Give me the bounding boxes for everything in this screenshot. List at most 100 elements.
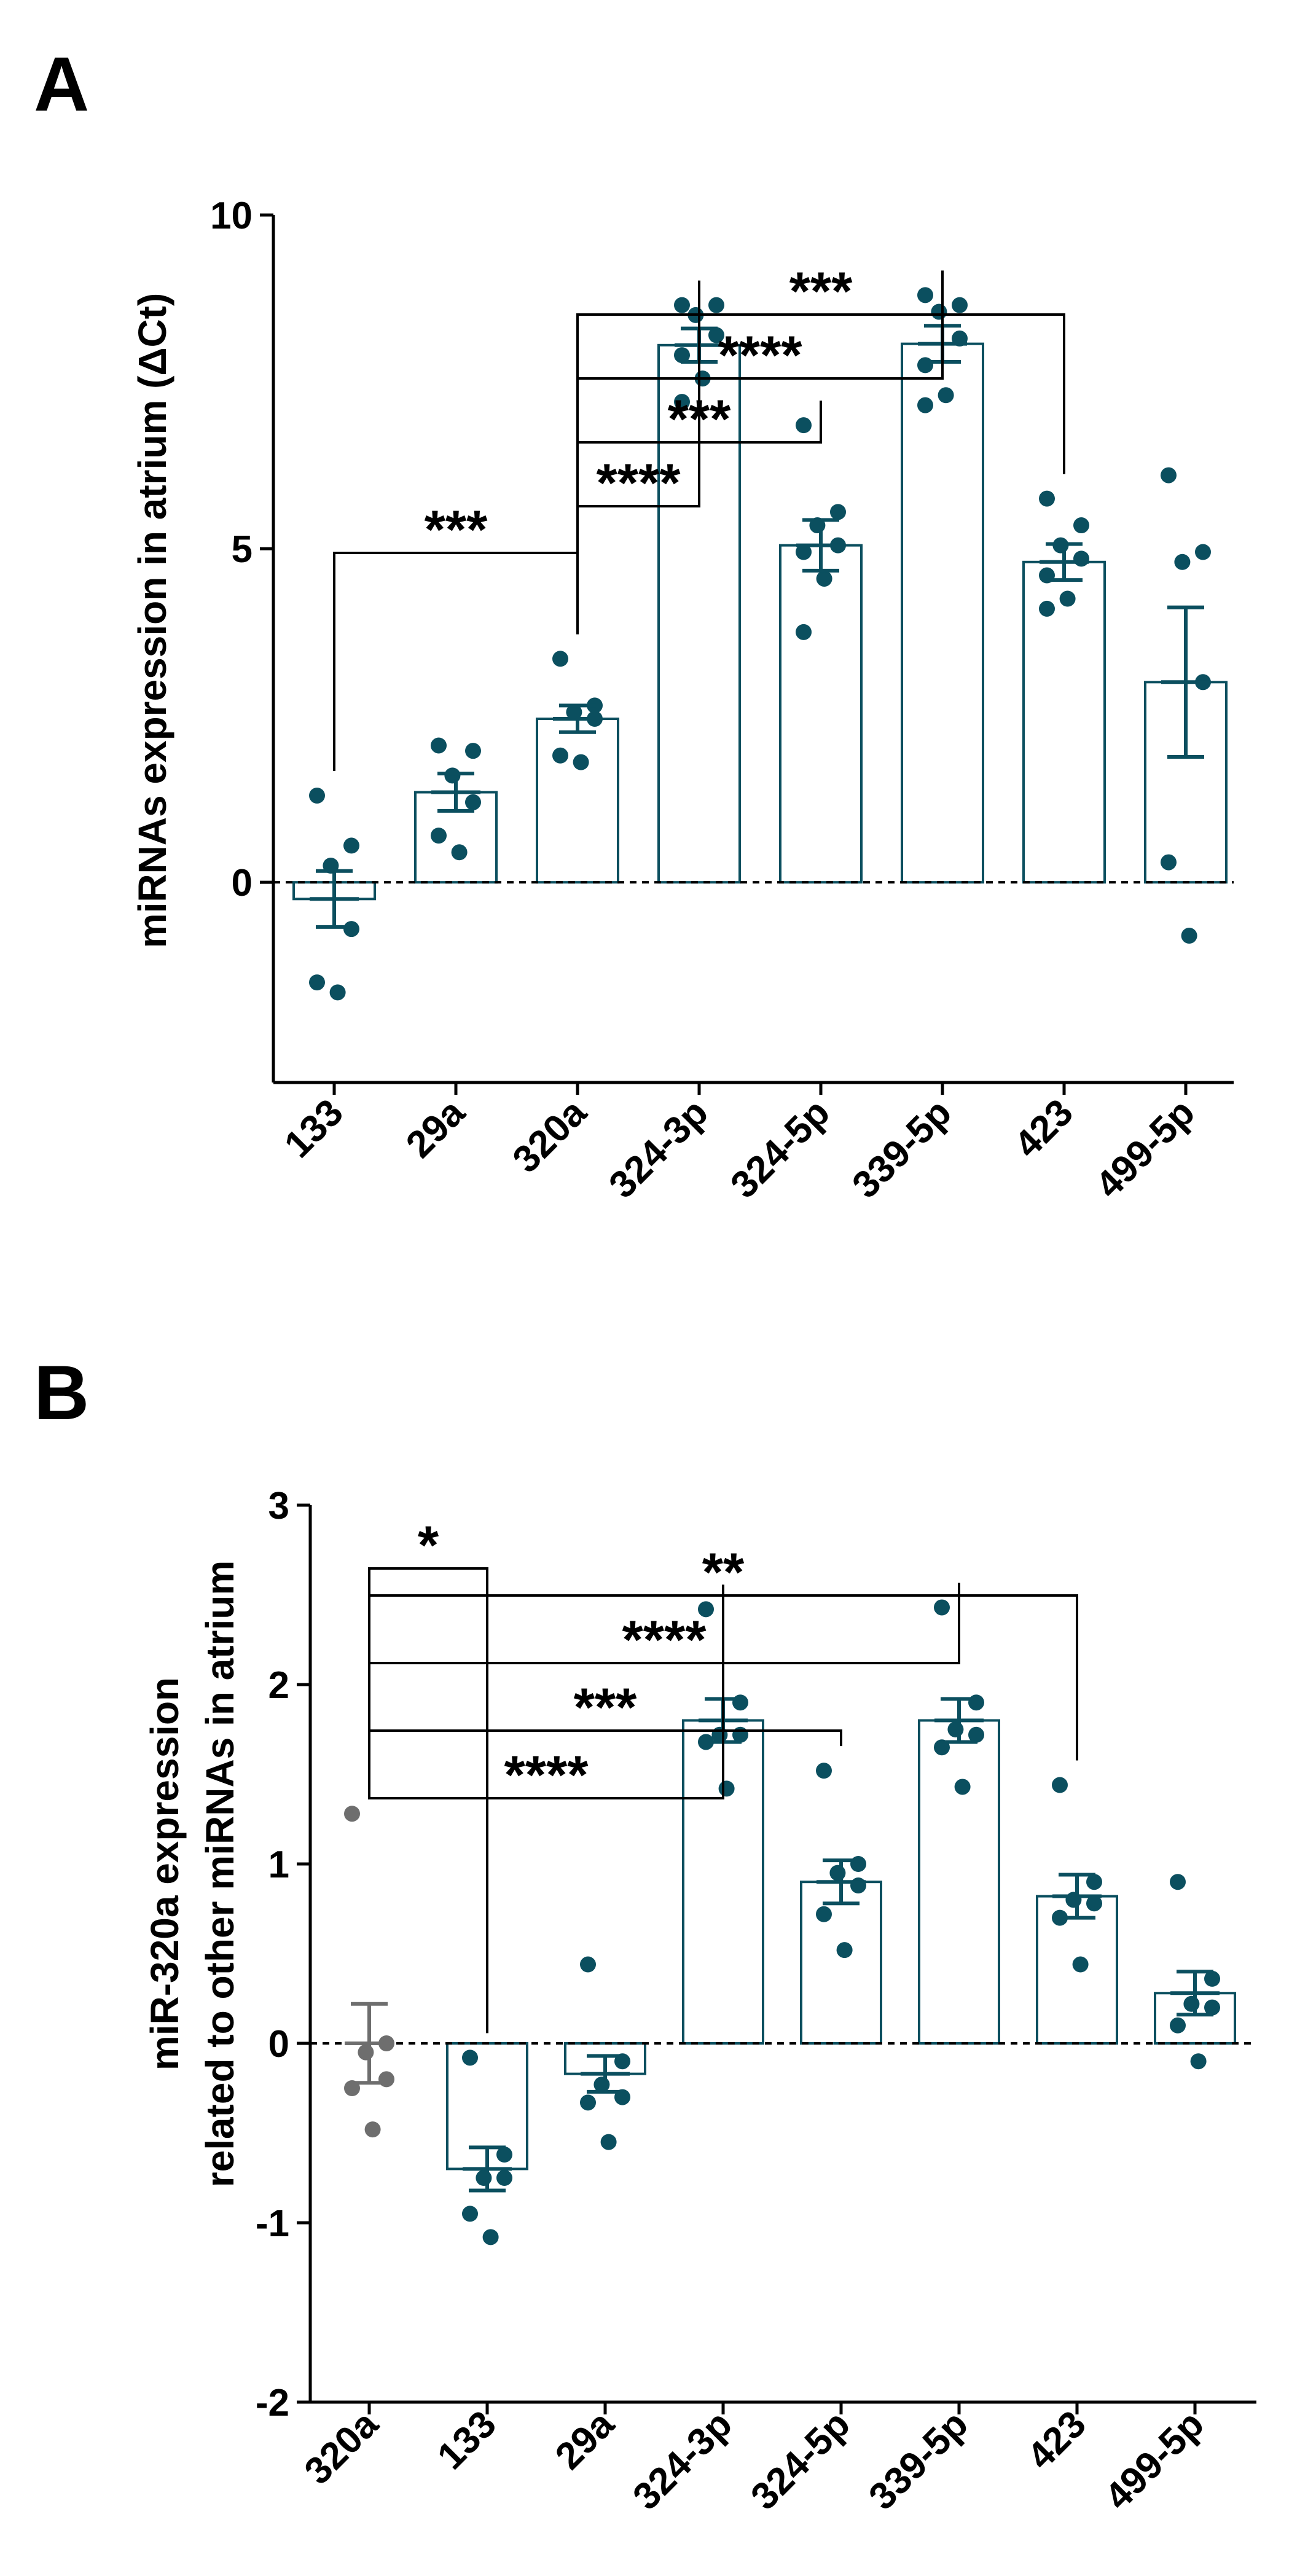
panel-a-point-320a-6 <box>573 754 589 770</box>
panel-a-point-339-5p-3 <box>931 303 947 320</box>
panel-a-point-499-5p-5 <box>1161 854 1177 871</box>
panel-a-point-499-5p-3 <box>1174 554 1191 570</box>
panel-b-point-29a-5 <box>580 2094 596 2111</box>
panel-b-point-133-3 <box>476 2170 492 2186</box>
panel-a-bar-339-5p <box>901 342 984 884</box>
panel-b-y-axis-title-line2: related to other miRNAs in atrium <box>198 1560 242 2188</box>
panel-a-significance-label-2: **** <box>597 452 681 513</box>
panel-b-significance-bracket-5 <box>368 1594 1078 1790</box>
panel-b-point-324-5p-4 <box>850 1877 866 1894</box>
panel-b-significance-bracket-2 <box>368 1584 724 1799</box>
panel-b-point-339-5p-4 <box>968 1726 984 1743</box>
panel-b-bar-324-5p <box>800 1881 882 2045</box>
panel-b-point-499-5p-6 <box>1190 2053 1207 2070</box>
panel-b-y-tick-label-2: 2 <box>268 1664 289 1707</box>
panel-a-significance-label-4: **** <box>718 324 803 385</box>
panel-a-point-499-5p-1 <box>1161 467 1177 483</box>
panel-a-bar-320a <box>536 718 619 884</box>
panel-a-point-324-5p-5 <box>796 544 812 560</box>
panel-a-significance-label-5: *** <box>789 260 853 321</box>
panel-a-point-29a-3 <box>444 767 461 784</box>
panel-b-point-324-3p-2 <box>732 1694 748 1711</box>
panel-b-point-423-2 <box>1086 1874 1102 1890</box>
panel-a-point-29a-1 <box>431 737 447 754</box>
panel-b-point-339-5p-6 <box>954 1779 971 1795</box>
panel-b-significance-label-4: **** <box>622 1609 707 1670</box>
panel-b-label: B <box>34 1350 89 1436</box>
panel-b-point-320a-3 <box>358 2044 374 2061</box>
panel-a-y-tick-label-0: 0 <box>232 862 253 904</box>
panel-b-point-320a-6 <box>364 2121 381 2138</box>
panel-a-point-133-1 <box>309 787 325 804</box>
panel-b-point-324-5p-6 <box>836 1942 853 1959</box>
panel-a-point-339-5p-5 <box>917 357 933 374</box>
panel-a-point-324-3p-1 <box>674 297 690 313</box>
panel-a-point-423-4 <box>1073 550 1089 567</box>
panel-a-point-324-3p-5 <box>674 347 690 364</box>
panel-b-point-133-4 <box>496 2170 512 2186</box>
panel-b-point-320a-1 <box>344 1806 360 1822</box>
panel-b-bar-339-5p <box>918 1719 1000 2045</box>
panel-b-point-499-5p-4 <box>1204 1999 1220 2016</box>
panel-a-y-tick-label-10: 10 <box>210 195 253 237</box>
panel-b-significance-label-1: * <box>418 1514 439 1575</box>
panel-b-point-324-3p-6 <box>718 1780 735 1797</box>
panel-b-point-29a-1 <box>580 1956 596 1973</box>
panel-a-point-499-5p-2 <box>1195 544 1211 560</box>
panel-b-point-423-4 <box>1086 1895 1102 1912</box>
panel-a-point-423-1 <box>1039 490 1055 507</box>
panel-a-significance-label-3: *** <box>668 388 731 449</box>
panel-b-point-133-1 <box>462 2049 478 2066</box>
panel-b-point-423-6 <box>1072 1956 1089 1973</box>
panel-b-y-tick-label--1: -1 <box>256 2202 289 2245</box>
panel-b-point-339-5p-1 <box>934 1599 950 1616</box>
panel-a-point-339-5p-1 <box>917 287 933 303</box>
panel-a-bar-423 <box>1022 560 1106 884</box>
panel-b-point-423-1 <box>1052 1777 1068 1793</box>
panel-a-point-324-5p-6 <box>816 570 832 587</box>
panel-a-significance-label-1: *** <box>425 499 488 560</box>
panel-a-point-339-5p-2 <box>952 297 968 313</box>
panel-a-label: A <box>34 42 89 127</box>
panel-b-point-324-3p-1 <box>698 1601 714 1618</box>
panel-b-point-29a-6 <box>600 2134 617 2150</box>
panel-a-bar-324-3p <box>657 343 741 884</box>
panel-a-point-320a-1 <box>552 651 568 667</box>
panel-a-point-29a-5 <box>431 828 447 844</box>
panel-a-y-tick-label-5: 5 <box>232 528 253 571</box>
panel-a-point-339-5p-6 <box>938 387 954 404</box>
panel-b-significance-label-3: *** <box>574 1677 637 1737</box>
panel-b-significance-label-5: ** <box>702 1541 745 1602</box>
panel-b-point-324-5p-5 <box>816 1906 832 1922</box>
panel-a-bar-324-5p <box>779 544 863 884</box>
panel-a-point-423-6 <box>1059 590 1076 607</box>
panel-a-point-499-5p-6 <box>1181 928 1197 944</box>
panel-b-point-320a-4 <box>378 2071 394 2088</box>
panel-b-y-tick-label-0: 0 <box>268 2023 289 2065</box>
panel-a-point-320a-5 <box>552 747 568 764</box>
panel-b-point-499-5p-3 <box>1183 1995 1200 2012</box>
panel-b-point-133-2 <box>496 2147 512 2163</box>
panel-a-point-133-4 <box>343 921 359 938</box>
panel-a-point-133-5 <box>309 974 325 991</box>
panel-b-point-339-5p-2 <box>968 1694 984 1711</box>
panel-a-point-423-2 <box>1073 517 1089 534</box>
panel-a-y-axis-title: miRNAs expression in atrium (ΔCt) <box>130 293 174 949</box>
panel-b-y-tick-label-1: 1 <box>268 1844 289 1886</box>
panel-b-point-499-5p-2 <box>1204 1970 1220 1987</box>
panel-b-point-133-6 <box>482 2229 499 2245</box>
panel-b-point-324-5p-1 <box>816 1763 832 1779</box>
panel-b-y-tick-label--2: -2 <box>256 2382 289 2424</box>
panel-a-point-324-3p-4 <box>708 327 724 343</box>
panel-a-point-133-2 <box>343 837 359 854</box>
panel-b-point-133-5 <box>462 2206 478 2222</box>
panel-b-point-324-5p-2 <box>850 1856 866 1872</box>
panel-a-point-324-3p-7 <box>674 394 690 410</box>
panel-b-point-499-5p-5 <box>1170 2017 1186 2034</box>
panel-a-point-324-5p-7 <box>796 624 812 640</box>
panel-b-point-339-5p-3 <box>947 1721 964 1737</box>
panel-a-point-133-6 <box>329 984 346 1001</box>
panel-b-y-tick-label-3: 3 <box>268 1485 289 1527</box>
